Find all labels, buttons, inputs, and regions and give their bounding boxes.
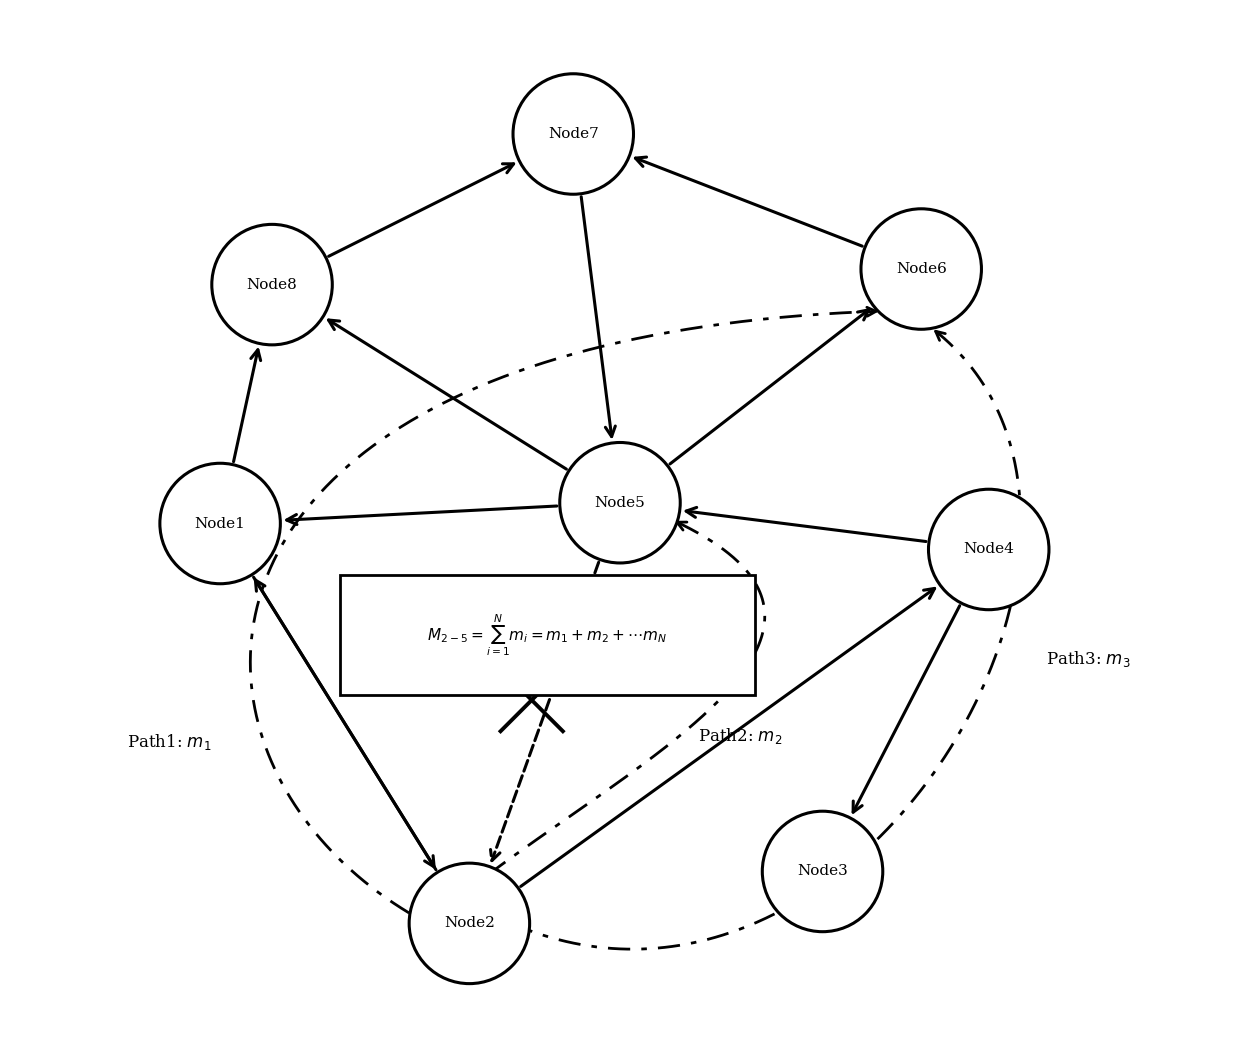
Circle shape bbox=[929, 489, 1049, 609]
Circle shape bbox=[160, 463, 280, 584]
Text: Path1: $m_1$: Path1: $m_1$ bbox=[126, 732, 211, 752]
FancyBboxPatch shape bbox=[340, 576, 755, 695]
Text: $M_{2-5} = \sum_{i=1}^{N} m_i = m_1 + m_2 + \cdots m_N$: $M_{2-5} = \sum_{i=1}^{N} m_i = m_1 + m_… bbox=[427, 612, 667, 658]
Circle shape bbox=[513, 73, 634, 195]
Circle shape bbox=[559, 443, 681, 563]
Circle shape bbox=[763, 811, 883, 932]
Text: Node5: Node5 bbox=[595, 495, 645, 510]
Text: Path3: $m_3$: Path3: $m_3$ bbox=[1045, 648, 1131, 669]
Text: Node1: Node1 bbox=[195, 516, 246, 531]
Circle shape bbox=[409, 863, 529, 983]
Circle shape bbox=[212, 224, 332, 344]
Text: Node6: Node6 bbox=[895, 262, 946, 276]
Text: Node7: Node7 bbox=[548, 127, 599, 141]
Text: Path2: $m_2$: Path2: $m_2$ bbox=[698, 727, 782, 747]
Text: Node3: Node3 bbox=[797, 865, 848, 878]
Text: Node2: Node2 bbox=[444, 916, 495, 931]
Text: Node4: Node4 bbox=[963, 542, 1014, 556]
Circle shape bbox=[861, 208, 981, 329]
Text: Node8: Node8 bbox=[247, 277, 298, 292]
